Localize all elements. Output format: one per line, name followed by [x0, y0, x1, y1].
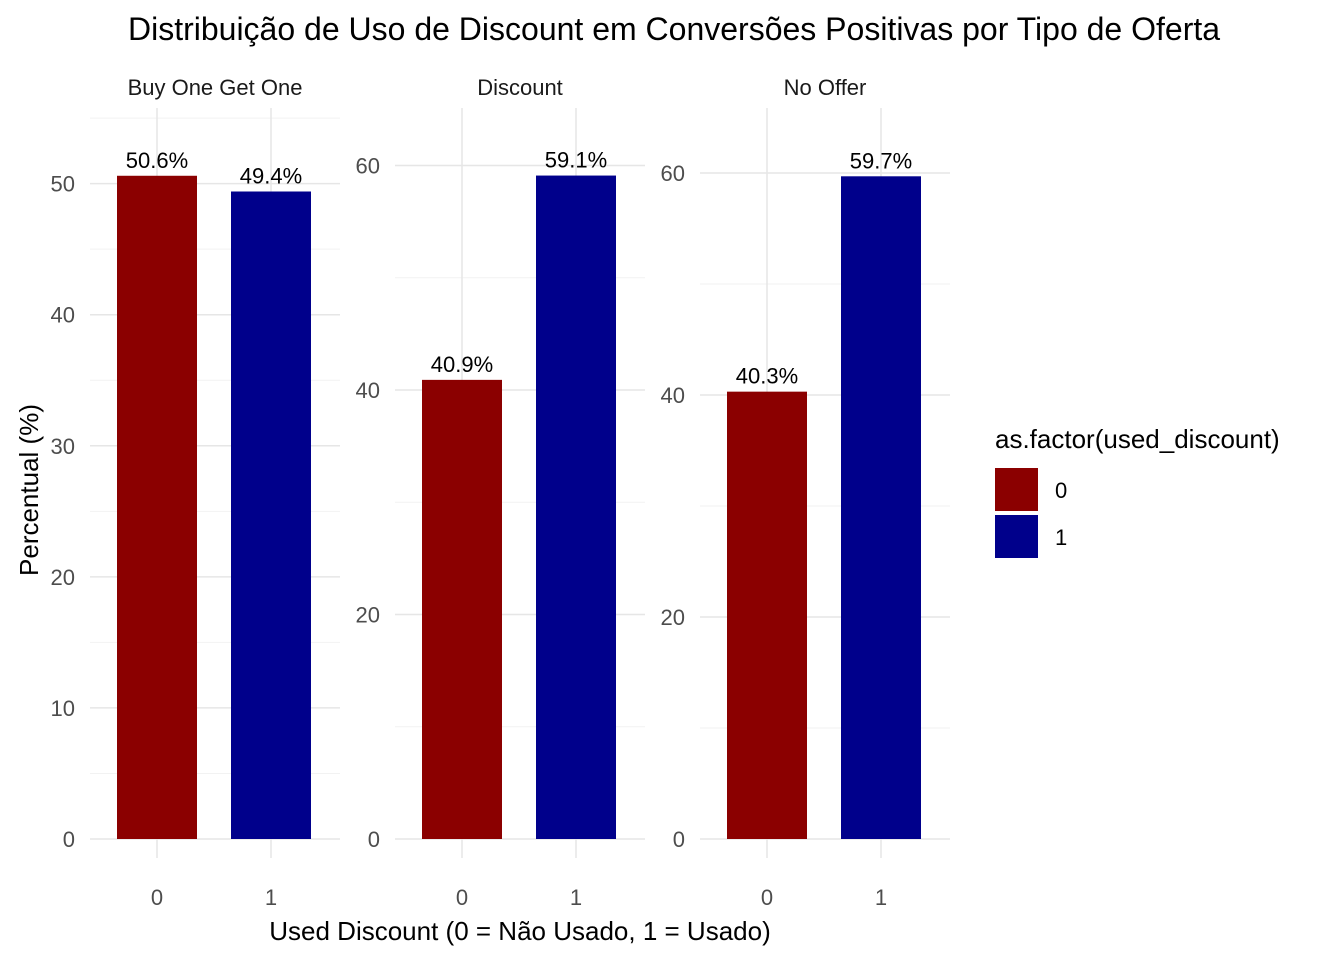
y-tick-label: 20: [356, 602, 380, 627]
bar: [231, 191, 311, 839]
data-label: 40.3%: [736, 364, 798, 389]
x-axis-label: Used Discount (0 = Não Usado, 1 = Usado): [269, 916, 770, 946]
x-tick-label: 0: [151, 885, 163, 910]
y-tick-label: 40: [661, 383, 685, 408]
data-label: 40.9%: [431, 352, 493, 377]
data-label: 59.7%: [850, 148, 912, 173]
chart-title: Distribuição de Uso de Discount em Conve…: [128, 11, 1220, 47]
y-tick-label: 20: [51, 565, 75, 590]
y-tick-label: 40: [51, 303, 75, 328]
legend-item: 1: [995, 515, 1067, 558]
y-tick-label: 0: [63, 827, 75, 852]
y-tick-label: 10: [51, 696, 75, 721]
legend-swatch: [995, 515, 1038, 558]
bar: [841, 176, 921, 839]
x-tick-label: 1: [265, 885, 277, 910]
data-label: 49.4%: [240, 163, 302, 188]
bar: [536, 175, 616, 840]
y-tick-label: 0: [673, 827, 685, 852]
y-tick-label: 30: [51, 434, 75, 459]
x-tick-label: 1: [875, 885, 887, 910]
bar: [117, 175, 197, 839]
y-tick-label: 40: [356, 378, 380, 403]
y-tick-label: 20: [661, 605, 685, 630]
legend-label: 1: [1055, 525, 1067, 550]
legend-entries: 01: [995, 468, 1067, 558]
x-tick-label: 0: [761, 885, 773, 910]
x-tick-label: 0: [456, 885, 468, 910]
data-label: 50.6%: [126, 148, 188, 173]
facet-title: Discount: [477, 75, 563, 100]
y-tick-label: 60: [356, 153, 380, 178]
legend-swatch: [995, 468, 1038, 511]
y-axis-label: Percentual (%): [14, 404, 44, 576]
y-tick-label: 50: [51, 172, 75, 197]
legend: as.factor(used_discount) 01: [995, 424, 1280, 558]
y-tick-label: 60: [661, 161, 685, 186]
data-label: 59.1%: [545, 148, 607, 173]
x-tick-label: 1: [570, 885, 582, 910]
facet-panel: 0 10 20 30 40 50 50.6% 0 49.4% 1 Buy One Get One: [51, 75, 340, 910]
facet-title: No Offer: [784, 75, 867, 100]
bar: [727, 391, 807, 839]
facet-panel: 0 20 40 60 40.3% 0 59.7% 1 No Offer: [661, 75, 950, 910]
legend-label: 0: [1055, 478, 1067, 503]
legend-item: 0: [995, 468, 1067, 511]
facet-panel: 0 20 40 60 40.9% 0 59.1% 1 Discount: [356, 75, 645, 910]
facet-title: Buy One Get One: [128, 75, 303, 100]
y-tick-label: 0: [368, 827, 380, 852]
bar: [422, 379, 502, 839]
legend-title: as.factor(used_discount): [995, 424, 1280, 454]
